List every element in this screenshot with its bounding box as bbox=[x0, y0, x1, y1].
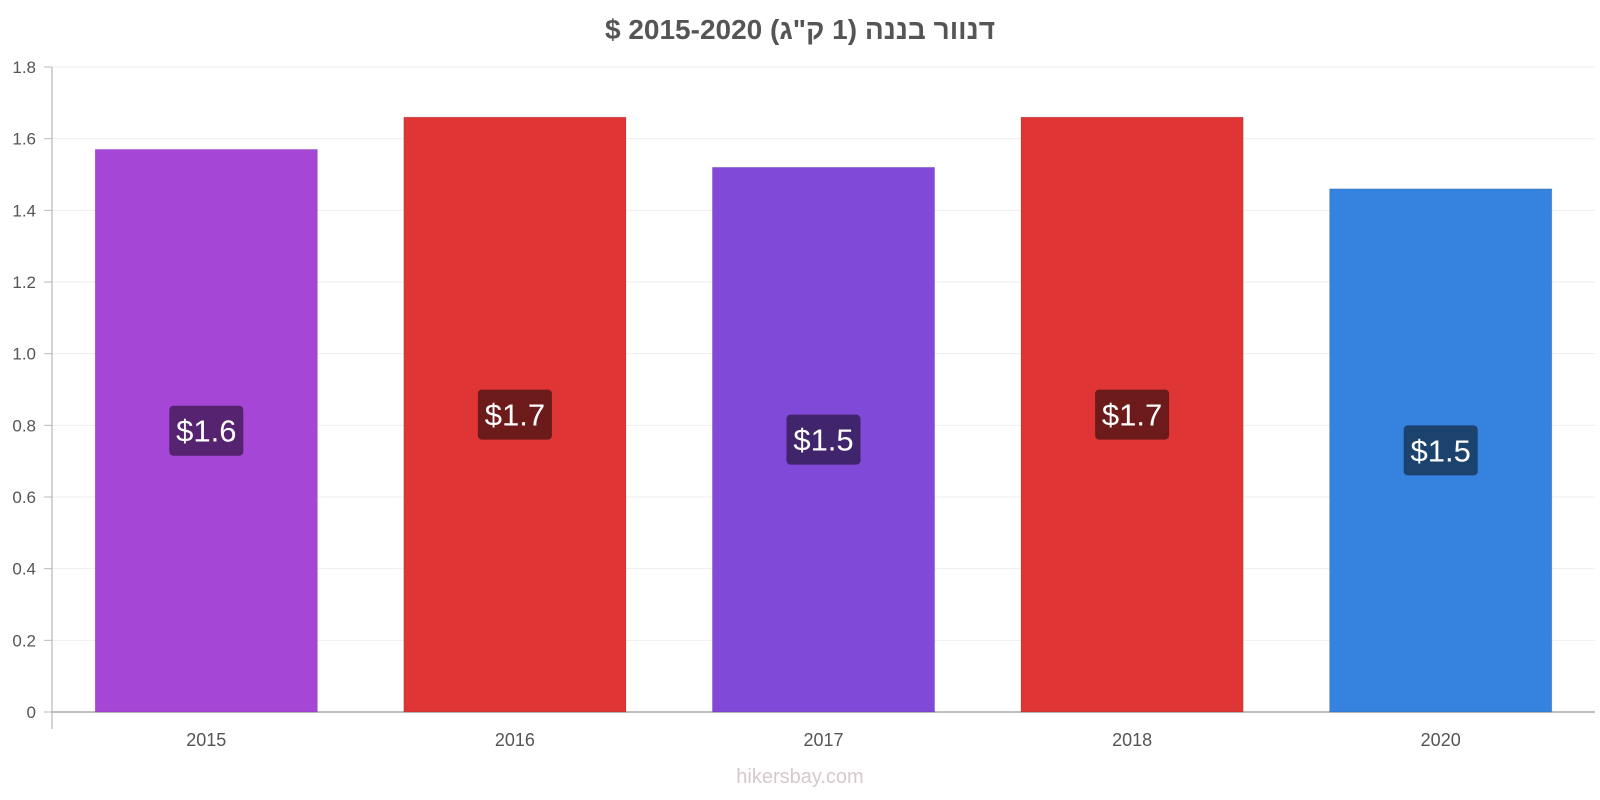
y-tick-label: 1.0 bbox=[12, 345, 36, 364]
data-labels: $1.6 $1.7 $1.5 $1.7 $1.5 bbox=[169, 389, 1478, 476]
y-tick-label: 0.2 bbox=[12, 631, 36, 650]
tick-labels: 0 0.2 0.4 0.6 0.8 1.0 1.2 1.4 1.6 1.8 2015 2016 2017… bbox=[12, 58, 1460, 750]
data-label-box-2017 bbox=[786, 414, 861, 465]
data-label-box-2015 bbox=[169, 405, 244, 456]
x-tick-label-2018: 2018 bbox=[1112, 730, 1152, 750]
y-tick-label: 1.8 bbox=[12, 58, 36, 77]
data-label-2015: $1.6 bbox=[176, 414, 236, 449]
data-label-box-2016 bbox=[477, 389, 552, 440]
y-tick-label: 0.6 bbox=[12, 488, 36, 507]
data-label-2018: $1.7 bbox=[1102, 398, 1162, 433]
x-tick-label-2016: 2016 bbox=[495, 730, 535, 750]
y-tick-label: 0.8 bbox=[12, 416, 36, 435]
x-tick-label-2020: 2020 bbox=[1421, 730, 1461, 750]
x-tick-label-2015: 2015 bbox=[186, 730, 226, 750]
y-tick-label: 0 bbox=[27, 703, 36, 722]
y-tick-label: 0.4 bbox=[12, 560, 36, 579]
data-label-2020: $1.5 bbox=[1411, 433, 1471, 468]
data-label-2017: $1.5 bbox=[793, 423, 853, 458]
y-tick-label: 1.6 bbox=[12, 130, 36, 149]
data-label-2016: $1.7 bbox=[485, 398, 545, 433]
data-label-box-2018 bbox=[1095, 389, 1170, 440]
x-tick-label-2017: 2017 bbox=[803, 730, 843, 750]
y-tick-label: 1.4 bbox=[12, 201, 36, 220]
bars bbox=[94, 116, 1553, 713]
data-label-box-2020 bbox=[1403, 425, 1478, 476]
chart-title: דנוור בננה (1 ק"ג) 2015-2020 $ bbox=[604, 14, 995, 45]
y-tick-label: 1.2 bbox=[12, 273, 36, 292]
watermark: hikersbay.com bbox=[736, 766, 864, 788]
